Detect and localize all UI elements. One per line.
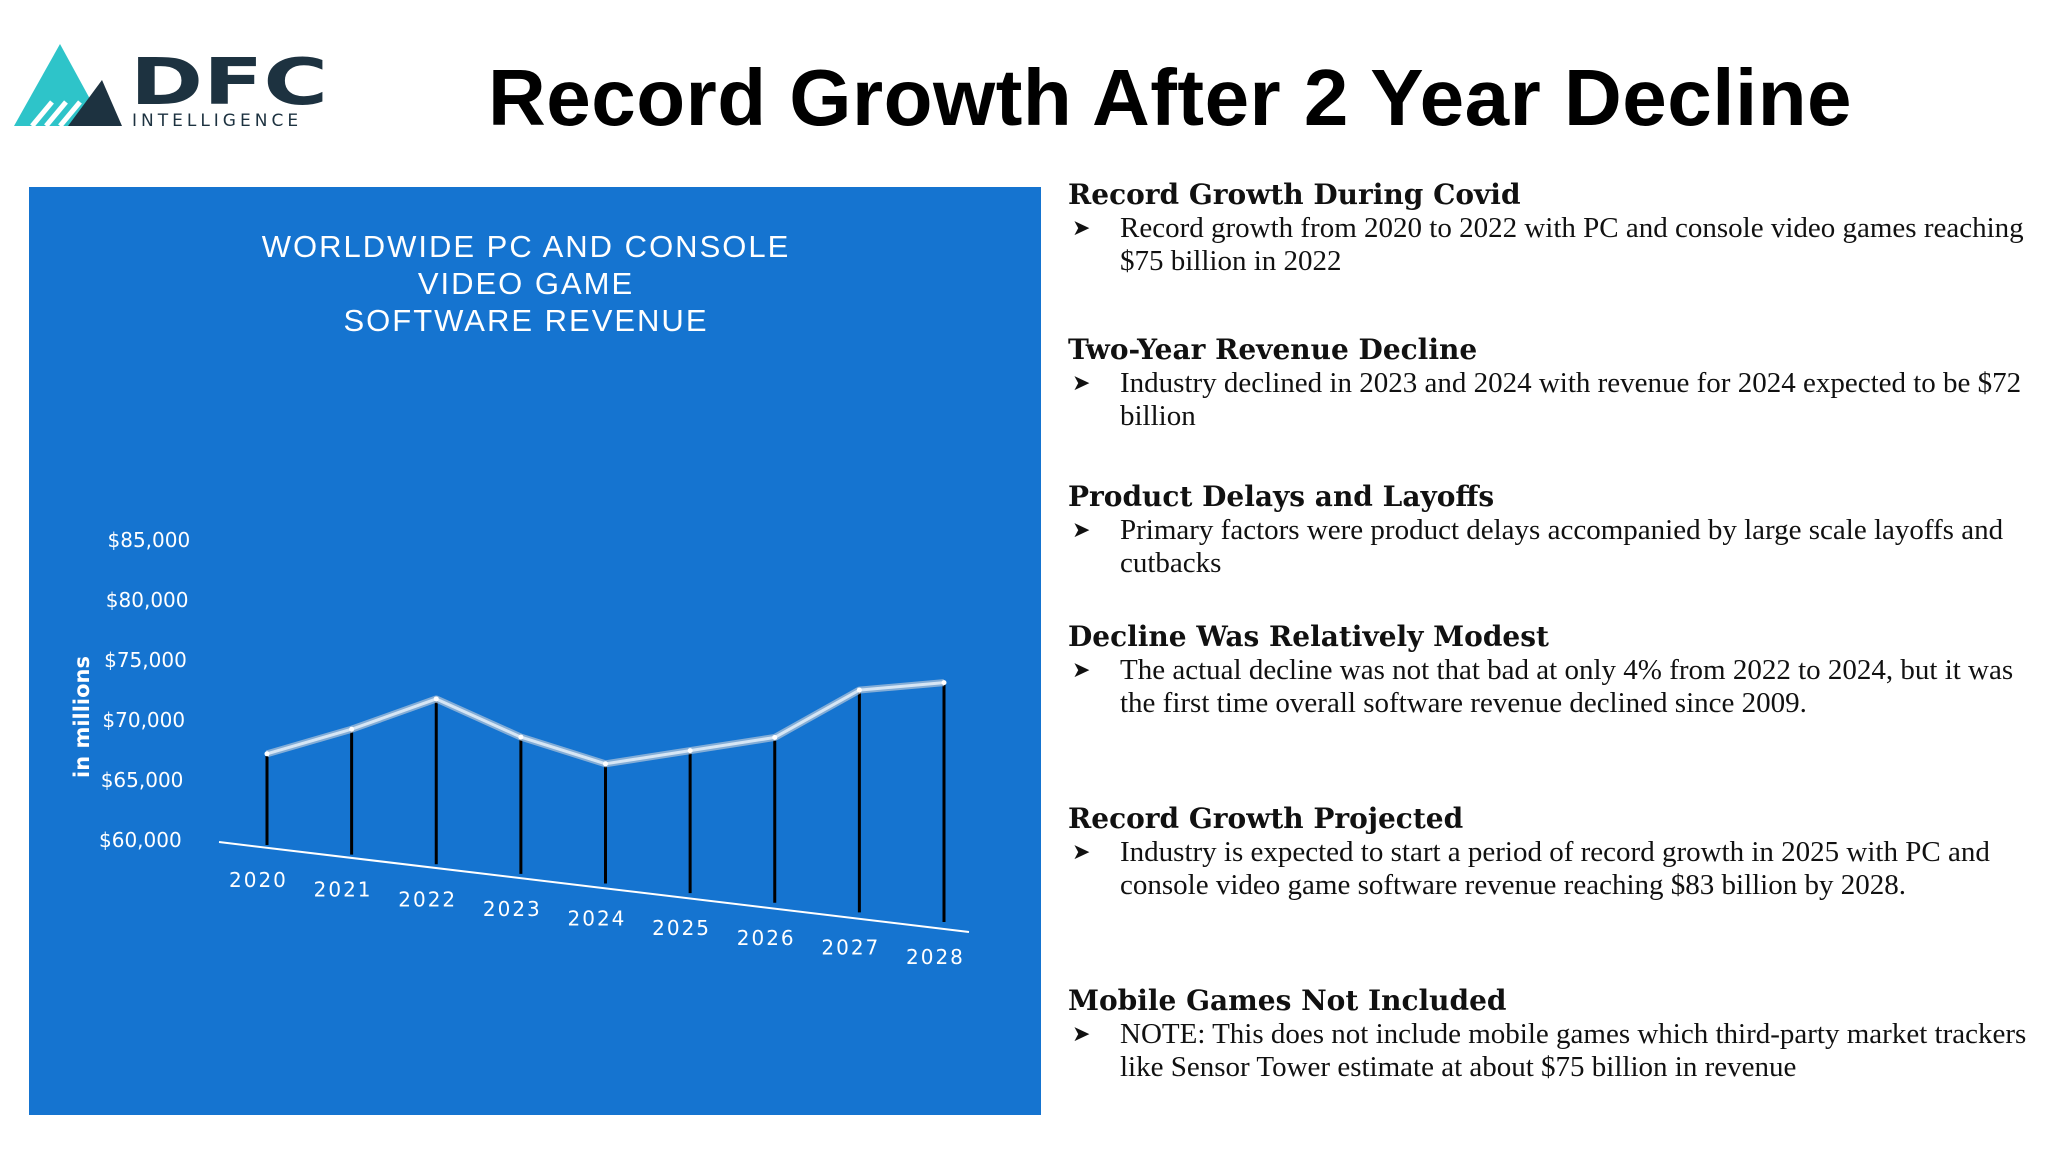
section-revenue-decline: Two-Year Revenue Decline ➤ Industry decl… — [1068, 333, 2028, 433]
bullet-text: Industry is expected to start a period o… — [1120, 836, 1990, 901]
x-tick-label: 2024 — [568, 907, 627, 931]
data-point — [772, 734, 778, 740]
y-tick-label: $80,000 — [106, 588, 189, 612]
y-tick-label: $60,000 — [99, 828, 182, 852]
x-tick-label: 2020 — [229, 868, 288, 892]
dfc-logo: DFC INTELLIGENCE — [12, 40, 332, 131]
data-point — [687, 748, 693, 754]
arrow-bullet-icon: ➤ — [1072, 840, 1091, 865]
bullet-item: ➤ Industry is expected to start a period… — [1068, 836, 2028, 902]
logo-stripe — [30, 100, 54, 128]
bullet-item: ➤ Record growth from 2020 to 2022 with P… — [1068, 212, 2028, 278]
chart-title-line: WORLDWIDE PC AND CONSOLE — [262, 229, 791, 264]
bullet-text: Primary factors were product delays acco… — [1120, 514, 2004, 579]
logo-mountain-dark — [68, 80, 122, 126]
bullet-text: NOTE: This does not include mobile games… — [1120, 1018, 2027, 1083]
y-tick-label: $70,000 — [102, 708, 185, 732]
section-mobile-excluded: Mobile Games Not Included ➤ NOTE: This d… — [1068, 984, 2028, 1084]
bullet-item: ➤ NOTE: This does not include mobile gam… — [1068, 1018, 2028, 1084]
x-axis-ticks: 2020 2021 2022 2023 2024 2025 2026 2027 2028 — [229, 868, 965, 969]
revenue-line-chart: WORLDWIDE PC AND CONSOLE VIDEO GAME SOFT… — [70, 229, 970, 969]
section-covid-growth: Record Growth During Covid ➤ Record grow… — [1068, 178, 2028, 278]
y-tick-label: $65,000 — [101, 768, 184, 792]
section-heading: Product Delays and Layoffs — [1068, 480, 1495, 513]
arrow-bullet-icon: ➤ — [1072, 371, 1091, 396]
section-heading: Two-Year Revenue Decline — [1068, 333, 1478, 366]
data-point — [518, 734, 524, 740]
bullet-item: ➤ Industry declined in 2023 and 2024 wit… — [1068, 367, 2028, 433]
logo-brand-text: DFC — [130, 46, 328, 120]
data-point — [603, 761, 608, 767]
arrow-bullet-icon: ➤ — [1072, 658, 1091, 683]
y-axis-label: in millions — [70, 656, 94, 778]
x-axis-line — [218, 841, 970, 933]
x-tick-label: 2027 — [821, 935, 880, 959]
bullet-item: ➤ Primary factors were product delays ac… — [1068, 514, 2028, 580]
y-axis-ticks: $60,000 $65,000 $70,000 $75,000 $80,000 $85,0… — [99, 528, 190, 852]
drop-lines — [265, 682, 946, 922]
data-point — [264, 751, 270, 757]
section-heading: Mobile Games Not Included — [1068, 984, 1507, 1017]
data-point — [433, 696, 439, 702]
bullet-text: The actual decline was not that bad at o… — [1120, 654, 2014, 719]
arrow-bullet-icon: ➤ — [1072, 518, 1091, 543]
bullet-item: ➤ The actual decline was not that bad at… — [1068, 654, 2028, 720]
x-tick-label: 2021 — [314, 878, 373, 902]
logo-stripe — [58, 100, 82, 128]
arrow-bullet-icon: ➤ — [1072, 1022, 1091, 1047]
section-modest-decline: Decline Was Relatively Modest ➤ The actu… — [1068, 620, 2028, 720]
data-point — [856, 687, 862, 693]
logo-subtitle-text: INTELLIGENCE — [132, 111, 302, 130]
slide-title: Record Growth After 2 Year Decline — [487, 53, 1853, 142]
chart-title-line: VIDEO GAME — [418, 266, 634, 301]
data-point — [349, 726, 355, 732]
x-tick-label: 2025 — [652, 916, 711, 940]
bullet-text: Record growth from 2020 to 2022 with PC … — [1120, 212, 2024, 277]
section-growth-projected: Record Growth Projected ➤ Industry is ex… — [1068, 802, 2028, 902]
section-heading: Decline Was Relatively Modest — [1068, 620, 1549, 653]
logo-stripe — [44, 100, 68, 128]
y-tick-label: $85,000 — [108, 528, 191, 552]
bullet-text: Industry declined in 2023 and 2024 with … — [1120, 367, 2022, 432]
dfc-logo-graphic: DFC INTELLIGENCE — [14, 44, 328, 131]
section-delays-layoffs: Product Delays and Layoffs ➤ Primary fac… — [1068, 480, 2028, 580]
data-point — [941, 680, 947, 686]
y-tick-label: $75,000 — [104, 648, 187, 672]
data-points — [264, 680, 947, 767]
x-tick-label: 2026 — [737, 926, 796, 950]
series-line — [266, 681, 945, 766]
section-heading: Record Growth Projected — [1068, 802, 1464, 835]
section-heading: Record Growth During Covid — [1068, 178, 1521, 211]
x-tick-label: 2028 — [906, 945, 965, 969]
arrow-bullet-icon: ➤ — [1072, 216, 1091, 241]
chart-title-line: SOFTWARE REVENUE — [344, 303, 709, 338]
revenue-series — [266, 679, 945, 768]
revenue-chart-panel: WORLDWIDE PC AND CONSOLE VIDEO GAME SOFT… — [29, 187, 1041, 1115]
x-tick-label: 2022 — [398, 887, 457, 911]
x-tick-label: 2023 — [483, 897, 542, 921]
